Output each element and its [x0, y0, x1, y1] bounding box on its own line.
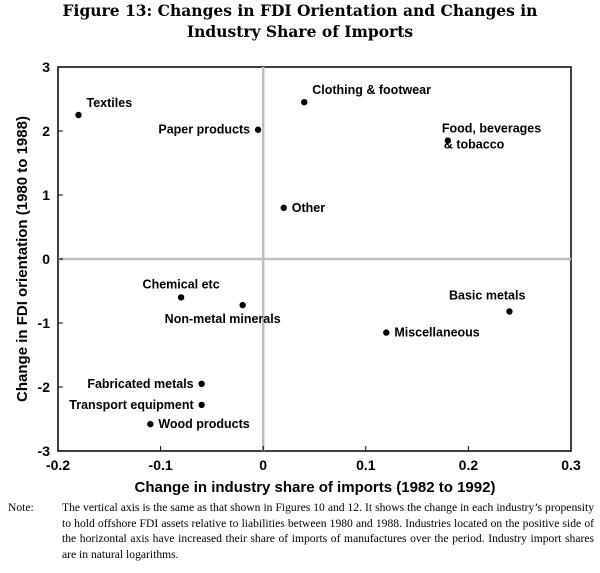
point-miscellaneous	[383, 329, 390, 336]
point-transport-equipment	[198, 401, 205, 409]
point-label-other: Other	[292, 201, 325, 215]
y-tick-label: 0	[42, 251, 50, 267]
y-tick-label: 2	[42, 123, 50, 139]
title-line-2: Industry Share of Imports	[186, 22, 414, 41]
point-food-beverages	[444, 137, 452, 144]
x-axis-title: Change in industry share of imports (198…	[135, 479, 496, 496]
point-textiles	[75, 111, 82, 119]
point-label-miscellaneous: Miscellaneous	[394, 326, 479, 340]
y-axis-title: Change in FDI orientation (1980 to 1988)	[14, 116, 31, 402]
point-chemical-etc	[177, 294, 185, 301]
x-tick-label: -0.2	[46, 457, 70, 473]
note-text: The vertical axis is the same as that sh…	[62, 501, 594, 561]
point-wood-products	[147, 420, 154, 428]
point-label-chemical-etc: Chemical etc	[143, 277, 220, 291]
point-label-non-metal-minerals: Non-metal minerals	[165, 312, 281, 326]
point-clothing-footwear	[301, 99, 308, 106]
point-label-textiles: Textiles	[87, 96, 133, 110]
point-paper-products	[254, 126, 262, 133]
point-fabricated-metals	[198, 380, 205, 387]
title-line-1: Figure 13: Changes in FDI Orientation an…	[62, 1, 538, 20]
x-tick-label: 0.3	[561, 457, 581, 473]
scatter-chart: -0.2 -0.1 0 0.1 0.2 0.3 3 2 1 0 -1 -2 -3 Textiles Cl…	[14, 59, 581, 496]
y-tick-label: 1	[42, 187, 50, 203]
x-tick-label: 0.2	[459, 457, 479, 473]
point-label-basic-metals: Basic metals	[449, 288, 525, 302]
point-basic-metals	[506, 308, 513, 315]
note-heading: Note:	[8, 501, 34, 514]
point-label-clothing-footwear: Clothing & footwear	[312, 83, 431, 97]
point-label-food-beverages-line2: & tobacco	[444, 138, 505, 152]
point-other	[280, 204, 287, 211]
y-tick-label: -3	[38, 443, 51, 459]
x-tick-label: 0	[259, 457, 267, 473]
chart-title: Figure 13: Changes in FDI Orientation an…	[0, 0, 600, 42]
y-tick-label: -2	[38, 379, 51, 395]
point-label-transport-equipment: Transport equipment	[69, 398, 194, 412]
point-label-food-beverages: Food, beverages	[442, 122, 541, 136]
point-label-paper-products: Paper products	[158, 123, 250, 137]
point-label-fabricated-metals: Fabricated metals	[87, 377, 193, 391]
y-tick-label: 3	[42, 59, 50, 75]
x-tick-label: -0.1	[149, 457, 173, 473]
x-tick-label: 0.1	[356, 457, 376, 473]
point-non-metal-minerals	[239, 301, 246, 309]
y-tick-label: -1	[38, 315, 51, 331]
point-label-wood-products: Wood products	[158, 417, 249, 431]
